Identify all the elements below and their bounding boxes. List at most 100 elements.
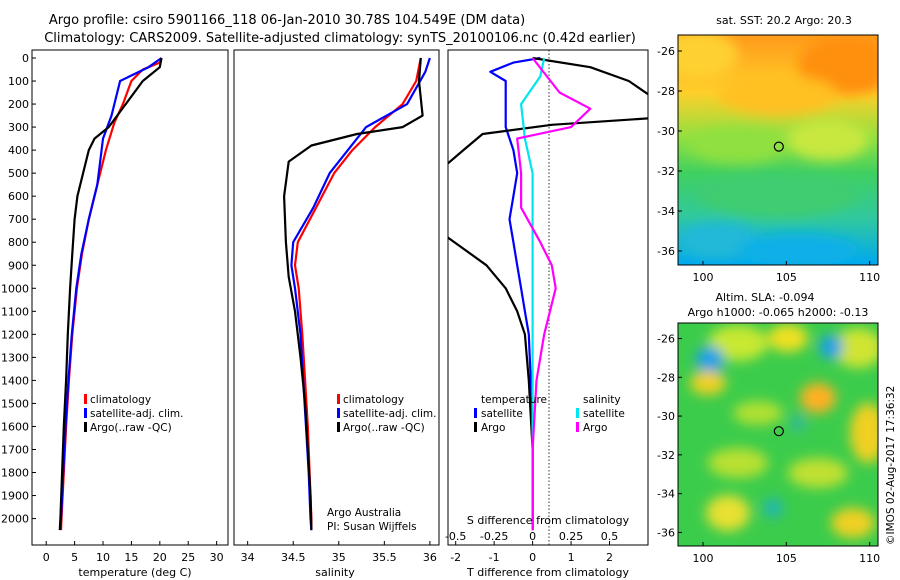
x-tick-label: 2 xyxy=(606,551,613,564)
map-y-tick-label: -34 xyxy=(657,205,675,218)
figure-title-line1: Argo profile: csiro 5901166_118 06-Jan-2… xyxy=(49,13,525,28)
depth-tick-label: 1500 xyxy=(1,397,29,410)
depth-tick-label: 1900 xyxy=(1,490,29,503)
imos-timestamp: ©IMOS 02-Aug-2017 17:36:32 xyxy=(885,386,897,545)
legend-swatch-argo xyxy=(337,422,340,432)
operator-annotation-line2: PI: Susan Wijffels xyxy=(327,521,417,533)
depth-tick-label: 100 xyxy=(8,75,29,88)
map-y-tick-label: -32 xyxy=(657,449,675,462)
temperature-panel: 0100200300400500600700800900100011001200… xyxy=(1,49,452,579)
operator-annotation-line1: Argo Australia xyxy=(327,507,401,519)
series-line-satellite-adj-clim- xyxy=(59,57,163,531)
map-y-tick-label: -26 xyxy=(657,45,675,58)
difference-legend: temperature salinity satellite Argo sate… xyxy=(474,394,625,434)
legend-label-t-satellite: satellite xyxy=(481,408,523,420)
map-x-tick-label: 110 xyxy=(859,271,880,284)
x-tick-label: 35.5 xyxy=(372,551,397,564)
s-diff-tick-label: 0 xyxy=(529,530,536,543)
depth-tick-label: 1100 xyxy=(1,305,29,318)
difference-panel: -2 -1 0 1 2 -0.5 -0.25 0 0.25 0.5 S difference f… xyxy=(445,49,649,579)
map-x-tick-label: 110 xyxy=(859,552,880,565)
depth-tick-label: 500 xyxy=(8,167,29,180)
sst-map-ticks: 100 105 110 -26 -28 -30 -32 -34 -36 xyxy=(657,45,880,284)
sla-map-axes xyxy=(677,322,879,547)
depth-tick-label: 200 xyxy=(8,98,29,111)
depth-tick-label: 1600 xyxy=(1,420,29,433)
difference-series xyxy=(448,56,648,531)
salinity-legend: climatology satellite-adj. clim. Argo(..… xyxy=(337,394,436,434)
legend-swatch-s-argo xyxy=(576,422,579,432)
s-diff-tick-label: 0.5 xyxy=(601,530,619,543)
salinity-panel: 34 34.5 35 35.5 36 salinity climatology sate… xyxy=(233,49,440,579)
map-y-tick-label: -34 xyxy=(657,488,675,501)
t-difference-x-ticks: -2 -1 0 1 2 xyxy=(450,541,613,564)
temperature-xlabel: temperature (deg C) xyxy=(78,566,191,579)
sla-field-texture xyxy=(690,324,878,538)
legend-label-argo: Argo(..raw -QC) xyxy=(90,422,172,434)
legend-swatch-t-satellite xyxy=(474,408,477,418)
x-tick-label: 30 xyxy=(210,551,224,564)
x-tick-label: 25 xyxy=(181,551,195,564)
x-tick-label: 34.5 xyxy=(281,551,306,564)
x-tick-label: 15 xyxy=(124,551,138,564)
temperature-series xyxy=(58,57,163,531)
depth-tick-label: 1800 xyxy=(1,467,29,480)
map-x-tick-label: 105 xyxy=(776,271,797,284)
sst-field-texture xyxy=(678,35,878,265)
sst-map-axes xyxy=(677,34,879,266)
s-difference-x-ticks: -0.5 -0.25 0 0.25 0.5 xyxy=(445,530,618,543)
map-x-tick-label: 100 xyxy=(693,271,714,284)
map-y-tick-label: -30 xyxy=(657,410,675,423)
depth-tick-label: 600 xyxy=(8,190,29,203)
series-line-argo xyxy=(516,57,592,531)
legend-label-climatology: climatology xyxy=(90,394,151,406)
map-x-tick-label: 105 xyxy=(776,552,797,565)
legend-label-climatology: climatology xyxy=(343,394,404,406)
sst-map-panel: sat. SST: 20.2 Argo: 20.3 100 105 110 -26 -2… xyxy=(657,14,880,284)
depth-tick-label: 1200 xyxy=(1,328,29,341)
temperature-legend: climatology satellite-adj. clim. Argo(..… xyxy=(84,394,183,434)
legend-swatch-climatology xyxy=(337,394,340,404)
figure-title-line2: Climatology: CARS2009. Satellite-adjuste… xyxy=(44,31,636,46)
depth-tick-label: 800 xyxy=(8,236,29,249)
sla-map-ticks: 100 105 110 -26 -28 -30 -32 -34 -36 xyxy=(657,333,880,565)
x-tick-label: 0 xyxy=(43,551,50,564)
x-tick-label: 35 xyxy=(332,551,346,564)
series-line-argo-raw-qc- xyxy=(58,57,163,531)
legend-swatch-t-argo xyxy=(474,422,477,432)
x-tick-label: -1 xyxy=(489,551,500,564)
legend-swatch-satellite-adj xyxy=(337,408,340,418)
x-tick-label: 34 xyxy=(241,551,255,564)
x-tick-label: 5 xyxy=(71,551,78,564)
legend-swatch-argo xyxy=(84,422,87,432)
map-y-tick-label: -32 xyxy=(657,165,675,178)
legend-label-s-satellite: satellite xyxy=(583,408,625,420)
depth-tick-label: 0 xyxy=(22,52,29,65)
depth-tick-label: 1300 xyxy=(1,351,29,364)
legend-label-satellite-adj: satellite-adj. clim. xyxy=(343,408,436,420)
series-line-argo xyxy=(448,56,648,531)
legend-label-s-argo: Argo xyxy=(583,422,607,434)
series-line-satellite xyxy=(489,56,541,531)
sla-map-panel: Altim. SLA: -0.094 Argo h1000: -0.065 h2… xyxy=(657,291,880,565)
depth-tick-label: 700 xyxy=(8,213,29,226)
depth-tick-label: 300 xyxy=(8,121,29,134)
depth-tick-label: 900 xyxy=(8,259,29,272)
x-tick-label: -2 xyxy=(450,551,461,564)
sla-map-title-line1: Altim. SLA: -0.094 xyxy=(715,291,814,304)
salinity-axes xyxy=(233,49,440,546)
map-y-tick-label: -30 xyxy=(657,125,675,138)
argo-position-marker xyxy=(773,426,784,437)
x-tick-label: 36 xyxy=(423,551,437,564)
map-y-tick-label: -28 xyxy=(657,371,675,384)
depth-tick-label: 2000 xyxy=(1,513,29,526)
depth-tick-label: 400 xyxy=(8,144,29,157)
map-y-tick-label: -36 xyxy=(657,245,675,258)
legend-label-argo: Argo(..raw -QC) xyxy=(343,422,425,434)
legend-swatch-s-satellite xyxy=(576,408,579,418)
sla-map-title-line2: Argo h1000: -0.065 h2000: -0.13 xyxy=(688,306,869,319)
legend-label-satellite-adj: satellite-adj. clim. xyxy=(90,408,183,420)
argo-position-marker xyxy=(773,141,784,152)
map-y-tick-label: -36 xyxy=(657,526,675,539)
